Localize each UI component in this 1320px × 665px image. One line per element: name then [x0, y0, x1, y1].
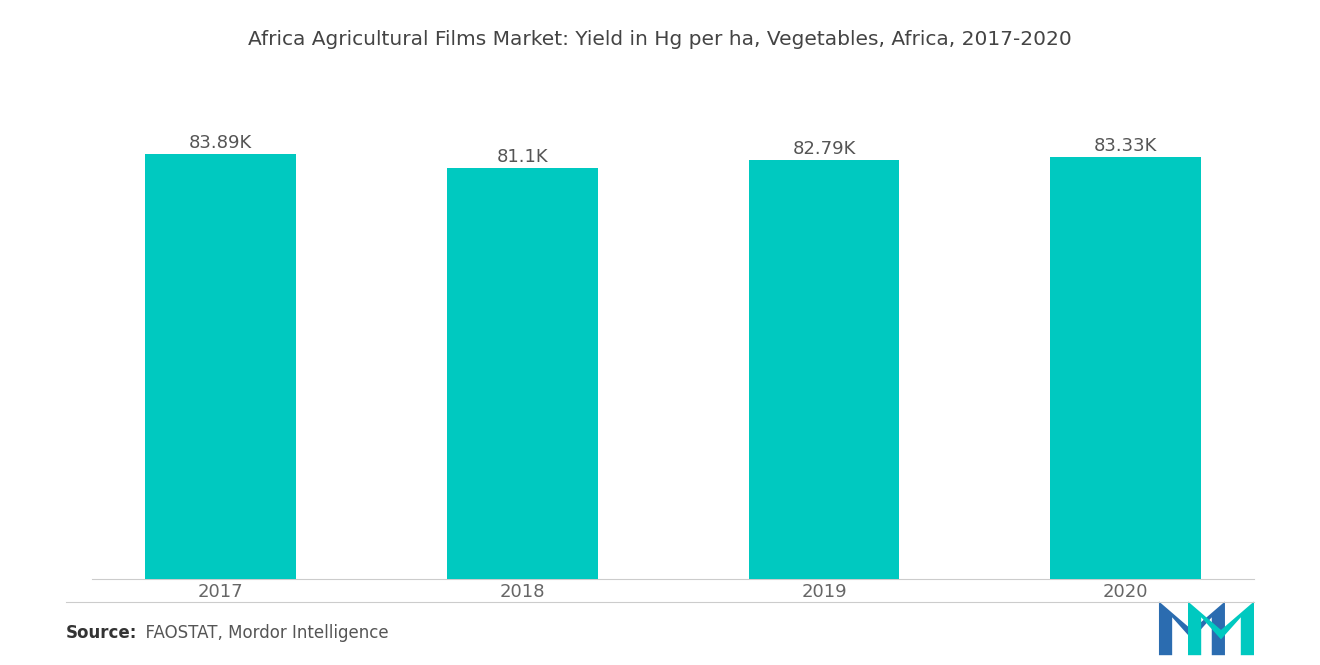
Bar [447, 168, 598, 579]
Text: FAOSTAT, Mordor Intelligence: FAOSTAT, Mordor Intelligence [135, 624, 388, 642]
Text: 83.89K: 83.89K [189, 134, 252, 152]
Text: 81.1K: 81.1K [496, 148, 548, 166]
Polygon shape [1159, 601, 1225, 655]
Text: 82.79K: 82.79K [792, 140, 855, 158]
Text: Source:: Source: [66, 624, 137, 642]
Bar [748, 160, 899, 579]
Text: 83.33K: 83.33K [1094, 137, 1158, 155]
Text: Africa Agricultural Films Market: Yield in Hg per ha, Vegetables, Africa, 2017-2: Africa Agricultural Films Market: Yield … [248, 30, 1072, 49]
Bar [145, 154, 296, 579]
Polygon shape [1188, 601, 1254, 655]
Bar [1051, 157, 1201, 579]
